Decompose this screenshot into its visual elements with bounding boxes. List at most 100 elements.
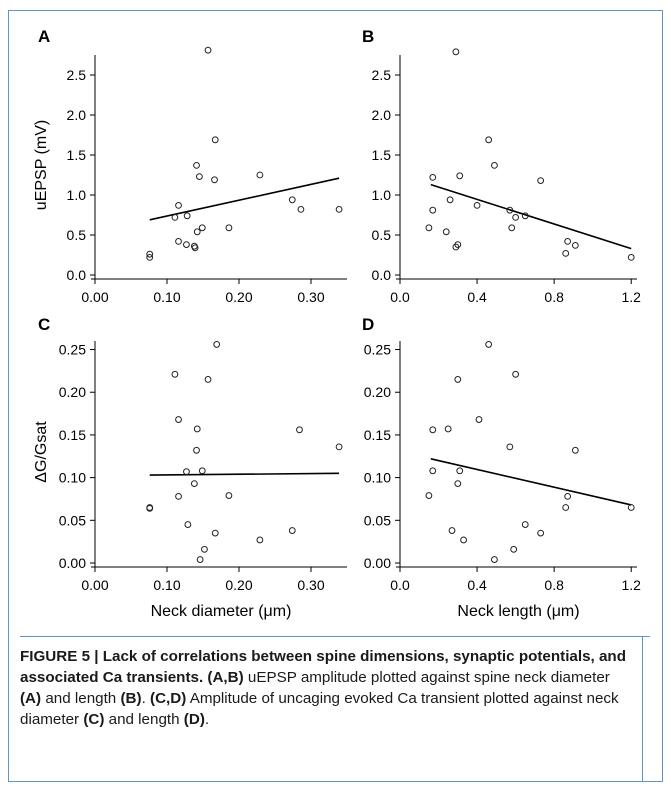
panel-d-data-point — [564, 493, 572, 500]
panel-a-y-tick-label: 0.5 — [67, 227, 87, 243]
panel-d-y-tick-label: 0.20 — [364, 384, 391, 400]
panel-c-data-point — [225, 492, 233, 499]
panel-b-data-point — [473, 202, 481, 209]
panel-b-data-point — [454, 241, 462, 249]
panel-d-data-point — [444, 425, 452, 433]
panel-c-y-axis-title: ΔG/Gsat — [33, 421, 50, 483]
panel-a-data-point — [193, 162, 200, 169]
caption-ref-cd: (C,D) — [150, 690, 187, 707]
panel-c-data-point — [204, 376, 212, 383]
panel-c-data-point — [171, 370, 179, 378]
panel-d-data-point — [475, 416, 483, 423]
panel-d-data-point — [448, 527, 456, 534]
panel-c-data-point — [175, 416, 182, 423]
panel-b-data-point — [429, 206, 437, 214]
panel-d-x-tick-label: 1.2 — [621, 577, 641, 593]
panel-d-data-point — [454, 480, 462, 487]
panel-c-data-point — [201, 545, 208, 553]
panel-d-data-point — [506, 443, 514, 451]
caption-text-2a: Amplitude of uncaging evoked Ca transien… — [20, 690, 619, 728]
panel-b-x-tick-label: 1.2 — [621, 289, 641, 305]
panel-c-data-point — [146, 504, 154, 512]
panel-d-data-point — [521, 521, 529, 528]
panel-c-x-tick-label: 0.10 — [153, 577, 180, 593]
panel-b-data-point — [512, 214, 520, 221]
panel-a-data-point — [211, 136, 219, 144]
panel-d-y-tick-label: 0.10 — [364, 470, 391, 486]
panel-a-data-point — [211, 176, 218, 184]
panel-c-y-tick-label: 0.25 — [59, 342, 86, 358]
panel-a-data-point — [175, 202, 182, 209]
panel-b-data-point — [521, 212, 529, 220]
panel-c-x-tick-label: 0.20 — [225, 577, 252, 593]
caption-text-2end: . — [204, 711, 210, 728]
panel-c-data-point — [296, 426, 303, 434]
panel-d-fit-line — [430, 458, 632, 506]
caption-text-1a: uEPSP amplitude plotted against spine ne… — [243, 669, 610, 686]
panel-b-x-tick-label: 0.4 — [467, 289, 487, 305]
panel-a-y-tick-label: 1.5 — [67, 147, 87, 163]
panel-a-y-tick-label: 2.0 — [67, 107, 87, 123]
panel-c-data-point — [335, 443, 343, 451]
panel-b-fit-line — [430, 183, 632, 250]
panel-c-y-tick-label: 0.15 — [59, 427, 86, 443]
panel-a-x-tick-label: 0.20 — [225, 289, 252, 305]
panel-b-data-point — [491, 162, 498, 169]
panel-a-data-point — [193, 228, 201, 236]
panel-b-x-tick-label: 0.0 — [390, 289, 410, 305]
panel-c-x-tick-label: 0.00 — [81, 577, 108, 593]
panel-b-y-tick-label: 2.5 — [372, 67, 392, 83]
panel-b-data-point — [506, 206, 514, 214]
panel-d-data-point — [460, 536, 467, 544]
caption-ref-ab: (A,B) — [207, 669, 244, 686]
figure-caption: FIGURE 5 | Lack of correlations between … — [20, 646, 635, 730]
caption-label: FIGURE 5 | Lack of correlations between … — [20, 648, 626, 686]
panel-a-data-point — [198, 224, 206, 232]
panel-b-letter: B — [362, 27, 374, 46]
panel-b-y-tick-label: 1.0 — [372, 187, 392, 203]
panel-d-data-point — [454, 376, 462, 383]
panel-d-data-point — [510, 545, 518, 553]
panel-d-y-tick-label: 0.05 — [364, 512, 391, 528]
caption-text-1end: . — [141, 690, 151, 707]
panel-d-data-point — [491, 556, 498, 563]
panel-d-x-tick-label: 0.4 — [467, 577, 487, 593]
panel-b-data-point — [564, 238, 572, 245]
panel-b-data-point — [452, 48, 460, 56]
panel-d-data-point — [429, 426, 437, 434]
panel-a-fit-line — [149, 177, 340, 221]
panel-d-x-axis-title: Neck length (μm) — [457, 603, 579, 620]
panel-a-data-point — [175, 238, 182, 245]
panel-b-data-point — [508, 224, 516, 232]
panel-a-x-tick-label: 0.10 — [153, 289, 180, 305]
panel-a-data-point — [335, 206, 343, 213]
panel-d-data-point — [485, 341, 493, 348]
panel-c-fit-line — [149, 472, 340, 476]
panel-c-data-point — [183, 468, 190, 476]
panel-b-data-point — [571, 242, 579, 249]
panel-d-x-tick-label: 0.8 — [544, 577, 564, 593]
panel-a-data-point — [288, 196, 296, 204]
panel-b-data-point — [429, 174, 437, 181]
panel-a-y-tick-label: 2.5 — [67, 67, 87, 83]
panel-a-data-point — [183, 241, 190, 249]
panel-b-y-tick-label: 0.5 — [372, 227, 392, 243]
panel-a-data-point — [225, 224, 233, 232]
caption-ref-d: (D) — [183, 711, 205, 728]
panel-a-x-tick-label: 0.00 — [81, 289, 108, 305]
panel-b-y-tick-label: 1.5 — [372, 147, 392, 163]
panel-d-data-point — [512, 370, 520, 378]
panel-d-y-tick-label: 0.15 — [364, 427, 391, 443]
panel-d-y-tick-label: 0.25 — [364, 342, 391, 358]
caption-ref-b: (B) — [120, 690, 142, 707]
panel-b-data-point — [485, 136, 493, 144]
panel-d-data-point — [571, 446, 579, 454]
panel-b-y-tick-label: 2.0 — [372, 107, 392, 123]
panel-b-y-tick-label: 0.0 — [372, 267, 392, 283]
panel-c-data-point — [256, 536, 264, 544]
panel-d-letter: D — [362, 315, 374, 334]
caption-ref-a: (A) — [20, 690, 42, 707]
panel-c-data-point — [175, 493, 182, 500]
caption-divider — [20, 636, 650, 637]
caption-text-1b: and length — [41, 690, 121, 707]
